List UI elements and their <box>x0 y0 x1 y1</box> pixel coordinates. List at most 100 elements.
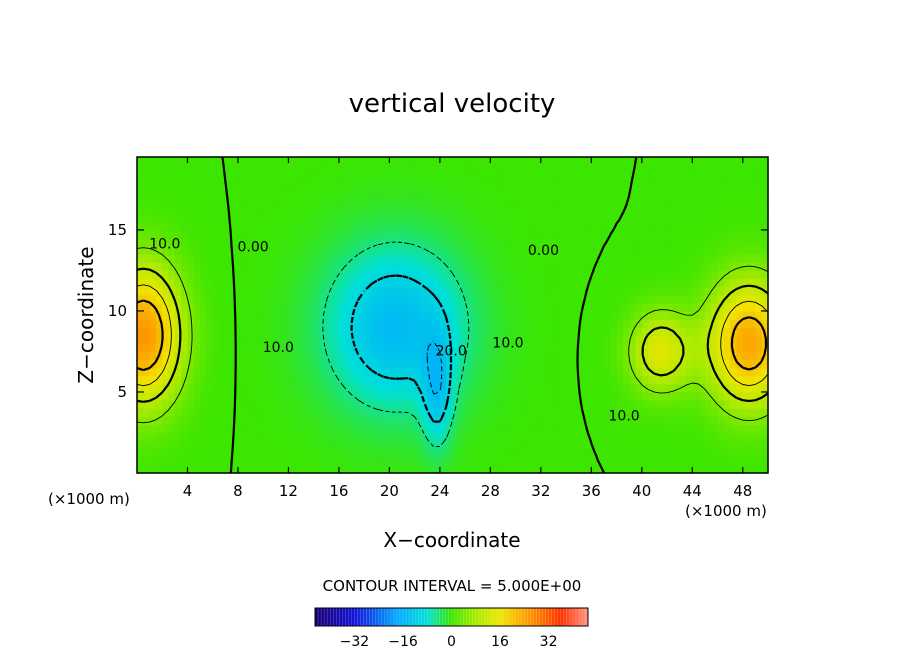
heatmap-cell <box>143 432 151 442</box>
heatmap-cell <box>471 319 479 328</box>
heatmap-cell <box>269 432 277 442</box>
heatmap-cell <box>351 181 359 191</box>
heatmap-cell <box>174 157 182 166</box>
heatmap-cell <box>572 343 580 353</box>
heatmap-cell <box>502 448 510 458</box>
heatmap-cell <box>736 238 744 247</box>
heatmap-cell <box>528 254 536 263</box>
heatmap-cell <box>698 173 706 182</box>
heatmap-cell <box>338 229 346 239</box>
heatmap-cell <box>730 246 738 255</box>
heatmap-cell <box>402 383 409 393</box>
heatmap-cell <box>515 270 523 280</box>
colorbar-cell <box>339 608 343 626</box>
heatmap-cell <box>332 375 340 385</box>
heatmap-cell <box>231 262 239 272</box>
heatmap-cell <box>414 391 422 401</box>
heatmap-cell <box>439 262 447 272</box>
heatmap-cell <box>357 238 365 247</box>
heatmap-cell <box>433 181 441 191</box>
heatmap-cell <box>193 432 201 442</box>
heatmap-cell <box>237 319 245 328</box>
heatmap-cell <box>376 375 384 385</box>
heatmap-cell <box>250 189 258 199</box>
heatmap-cell <box>755 238 763 247</box>
heatmap-cell <box>143 310 151 320</box>
heatmap-cell <box>137 189 144 199</box>
heatmap-cell <box>559 165 567 174</box>
heatmap-cell <box>616 278 624 288</box>
heatmap-cell <box>219 391 226 401</box>
heatmap-cell <box>275 286 283 296</box>
heatmap-cell <box>446 464 454 474</box>
heatmap-cell <box>559 391 567 401</box>
heatmap-cell <box>667 270 674 280</box>
heatmap-cell <box>427 400 435 409</box>
heatmap-cell <box>502 359 510 369</box>
heatmap-cell <box>181 319 189 328</box>
heatmap-cell <box>294 319 302 328</box>
heatmap-cell <box>458 302 466 312</box>
heatmap-cell <box>420 351 428 361</box>
heatmap-cell <box>200 213 208 223</box>
heatmap-cell <box>193 189 201 199</box>
heatmap-cell <box>458 213 466 223</box>
heatmap-cell <box>723 351 731 361</box>
heatmap-cell <box>622 440 630 450</box>
heatmap-cell <box>572 319 580 328</box>
heatmap-cell <box>635 391 643 401</box>
heatmap-cell <box>616 464 624 474</box>
heatmap-cell <box>749 310 756 320</box>
heatmap-cell <box>357 351 365 361</box>
heatmap-cell <box>566 294 573 304</box>
heatmap-cell <box>540 189 548 199</box>
heatmap-cell <box>402 327 409 336</box>
heatmap-cell <box>572 310 580 320</box>
heatmap-cell <box>402 367 409 377</box>
heatmap-cell <box>648 432 656 442</box>
heatmap-cell <box>244 432 252 442</box>
heatmap-cell <box>383 205 390 215</box>
heatmap-cell <box>143 189 151 199</box>
heatmap-cell <box>408 400 416 409</box>
heatmap-cell <box>149 351 157 361</box>
heatmap-cell <box>269 424 277 434</box>
heatmap-cell <box>477 408 485 417</box>
heatmap-cell <box>155 294 163 304</box>
heatmap-cell <box>446 213 454 223</box>
heatmap-cell <box>193 157 201 166</box>
heatmap-cell <box>515 205 523 215</box>
heatmap-cell <box>610 383 618 393</box>
heatmap-cell <box>465 270 473 280</box>
heatmap-cell <box>301 157 308 166</box>
heatmap-cell <box>452 456 460 466</box>
heatmap-cell <box>288 197 296 207</box>
heatmap-cell <box>711 400 719 409</box>
heatmap-cell <box>692 351 700 361</box>
heatmap-cell <box>395 327 403 336</box>
heatmap-cell <box>187 440 195 450</box>
heatmap-cell <box>263 270 271 280</box>
heatmap-cell <box>351 440 359 450</box>
heatmap-cell <box>742 310 750 320</box>
heatmap-cell <box>585 424 592 434</box>
heatmap-cell <box>648 310 656 320</box>
heatmap-cell <box>749 173 756 182</box>
heatmap-cell <box>256 165 264 174</box>
heatmap-cell <box>502 286 510 296</box>
heatmap-cell <box>465 424 473 434</box>
heatmap-cell <box>345 351 353 361</box>
heatmap-cell <box>420 189 428 199</box>
heatmap-cell <box>155 221 163 231</box>
heatmap-cell <box>376 205 384 215</box>
heatmap-cell <box>231 157 239 166</box>
heatmap-cell <box>244 375 252 385</box>
heatmap-cell <box>742 157 750 166</box>
heatmap-cell <box>376 367 384 377</box>
heatmap-cell <box>660 189 668 199</box>
heatmap-cell <box>345 157 353 166</box>
heatmap-cell <box>692 408 700 417</box>
heatmap-cell <box>427 416 435 425</box>
heatmap-cell <box>174 302 182 312</box>
heatmap-cell <box>578 270 586 280</box>
